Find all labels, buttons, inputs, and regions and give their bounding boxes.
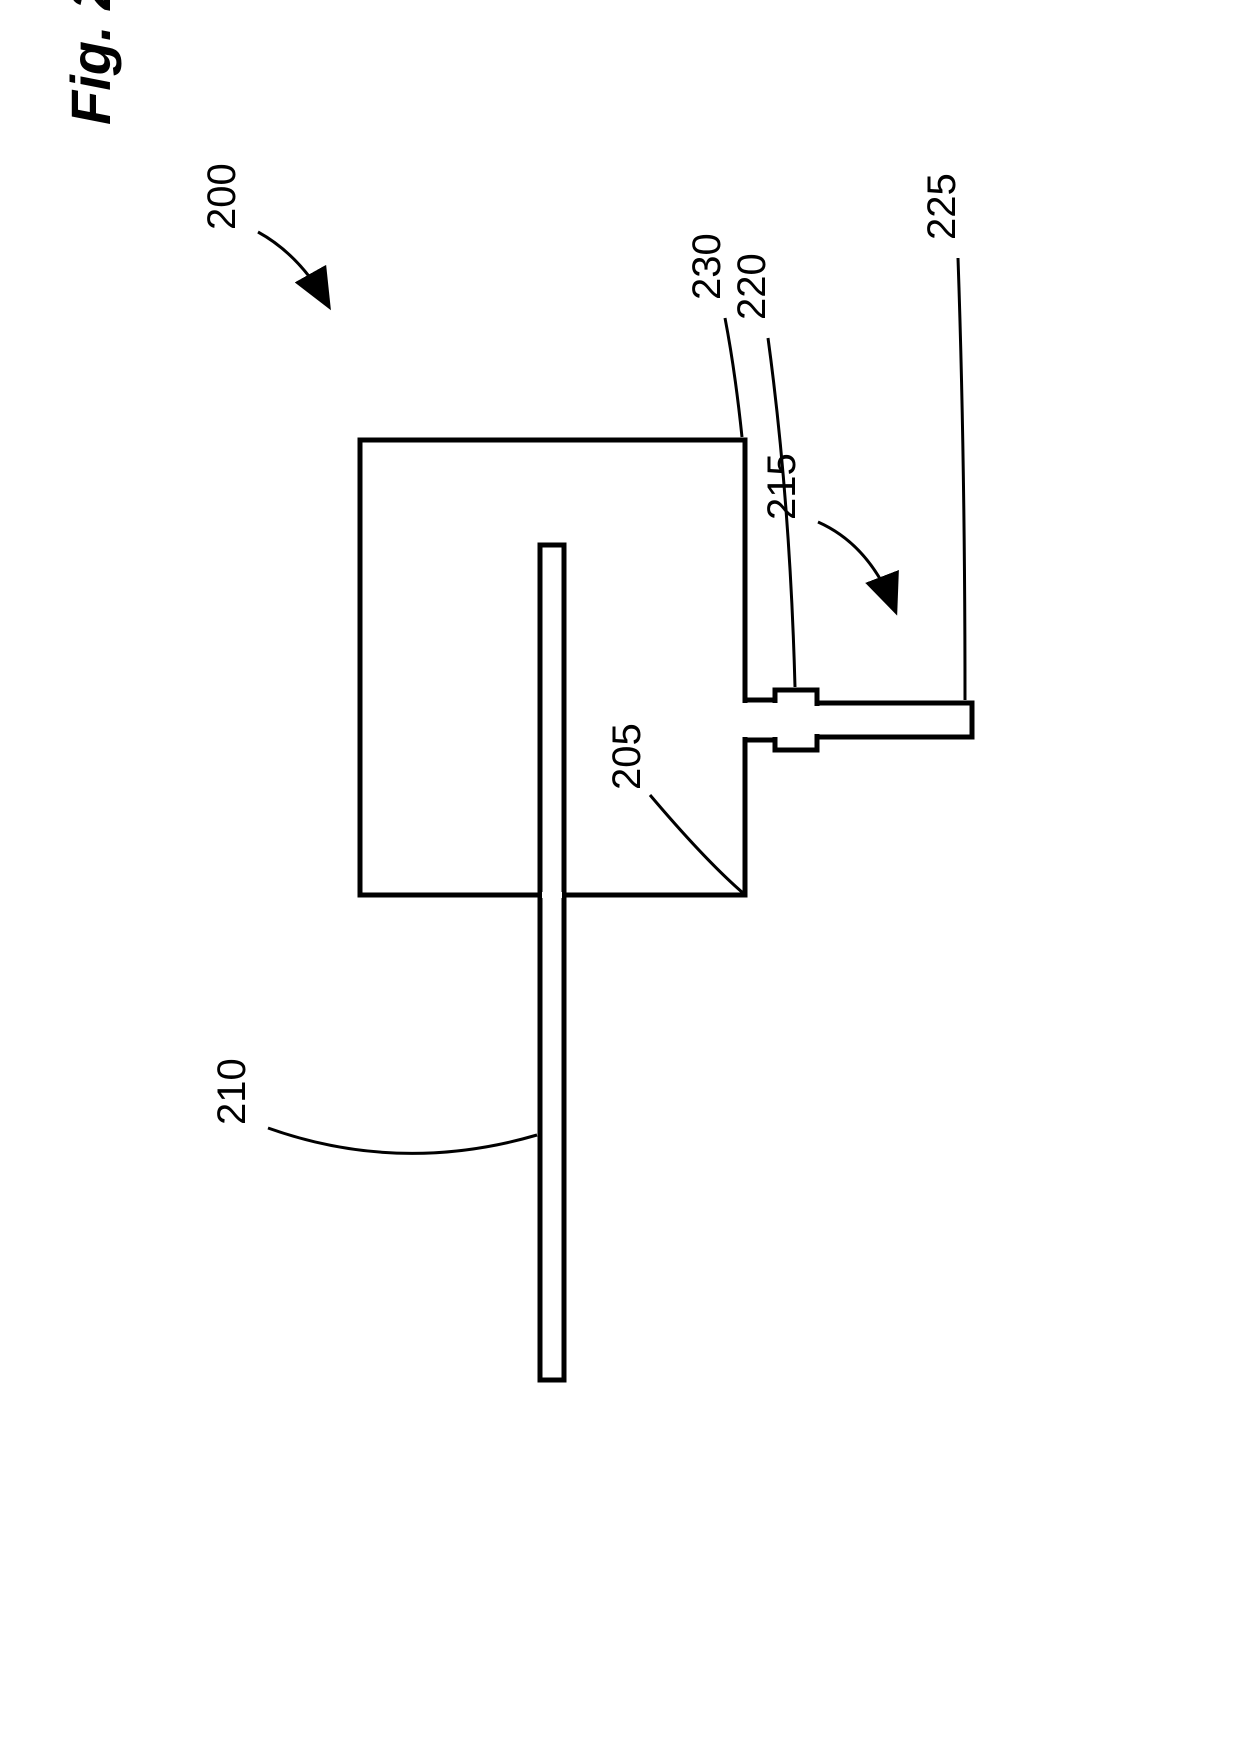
rod-225 — [817, 703, 972, 737]
neck-215 — [745, 700, 775, 740]
label-205: 205 — [605, 723, 649, 790]
label-230: 230 — [685, 233, 729, 300]
figure-title: Fig. 2 — [59, 0, 122, 125]
label-200: 200 — [200, 163, 244, 230]
figure-canvas: Fig. 2 200 230 220 225 215 205 210 — [0, 0, 1240, 1738]
label-215: 215 — [760, 453, 804, 520]
label-225: 225 — [920, 173, 964, 240]
label-210: 210 — [210, 1058, 254, 1125]
label-220: 220 — [730, 253, 774, 320]
shaft-210 — [540, 545, 564, 1380]
collar-220 — [775, 690, 817, 750]
